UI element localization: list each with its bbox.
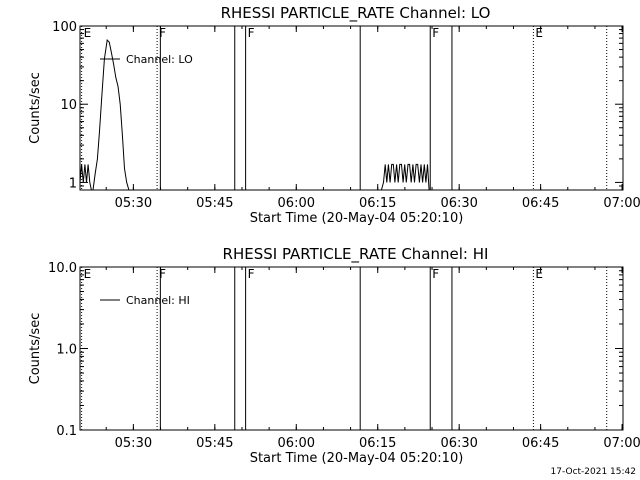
event-marker-label: F <box>432 26 439 40</box>
x-tick-label: 06:45 <box>522 436 559 451</box>
data-series-line <box>79 39 130 191</box>
event-marker-label: F <box>159 267 166 281</box>
x-tick-label: 06:45 <box>522 196 559 211</box>
x-tick-label: 06:15 <box>359 196 396 211</box>
x-tick-label: 05:45 <box>196 436 233 451</box>
chart-panel-2 <box>79 266 624 431</box>
x-tick-label: 07:00 <box>603 436 640 451</box>
event-marker-label: E <box>84 26 92 40</box>
event-marker-label: E <box>535 267 543 281</box>
event-marker-label: F <box>432 267 439 281</box>
x-tick-label: 06:15 <box>359 436 396 451</box>
y-tick-label: 1 <box>69 176 77 191</box>
x-tick-label: 06:30 <box>440 196 477 211</box>
y-tick-label: 0.1 <box>56 424 77 439</box>
footer-timestamp: 17-Oct-2021 15:42 <box>551 467 636 477</box>
x-tick-label: 07:00 <box>603 196 640 211</box>
x-tick-label: 05:45 <box>196 196 233 211</box>
x-tick-label: 05:30 <box>115 196 152 211</box>
y-tick-label: 10.0 <box>48 261 77 276</box>
chart-title: RHESSI PARTICLE_RATE Channel: LO <box>221 4 491 23</box>
event-marker-label: E <box>535 26 543 40</box>
x-axis-label: Start Time (20-May-04 05:20:10) <box>250 451 464 466</box>
chart-panel-1 <box>79 25 624 191</box>
x-tick-label: 06:00 <box>278 436 315 451</box>
data-series-line <box>380 163 430 191</box>
y-tick-label: 1.0 <box>56 343 77 358</box>
y-tick-label: 100 <box>52 20 77 35</box>
legend-label: Channel: HI <box>126 294 190 307</box>
event-marker-label: E <box>84 267 92 281</box>
x-tick-label: 05:30 <box>115 436 152 451</box>
x-axis-label: Start Time (20-May-04 05:20:10) <box>250 211 464 226</box>
x-tick-label: 06:30 <box>440 436 477 451</box>
y-axis-label: Counts/sec <box>28 72 43 144</box>
y-axis-label: Counts/sec <box>28 313 43 385</box>
event-marker-label: F <box>159 26 166 40</box>
chart-title: RHESSI PARTICLE_RATE Channel: HI <box>223 245 489 264</box>
event-marker-label: F <box>248 26 255 40</box>
y-tick-label: 10 <box>60 98 77 113</box>
x-tick-label: 06:00 <box>278 196 315 211</box>
legend-label: Channel: LO <box>126 53 193 66</box>
event-marker-label: F <box>248 267 255 281</box>
